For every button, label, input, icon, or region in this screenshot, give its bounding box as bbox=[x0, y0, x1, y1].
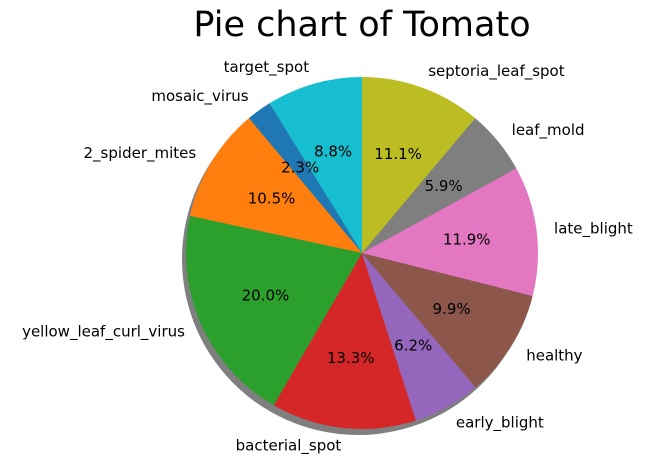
slice-label-mosaic-virus: mosaic_virus bbox=[151, 87, 248, 106]
pie-slices bbox=[186, 77, 538, 429]
pie-slice-healthy bbox=[362, 253, 533, 388]
pie-slice-yellow-leaf-curl-virus bbox=[186, 215, 362, 406]
pie-slice-leaf-mold bbox=[362, 118, 517, 253]
slice-label-yellow-leaf-curl-virus: yellow_leaf_curl_virus bbox=[22, 322, 185, 341]
slice-label-healthy: healthy bbox=[526, 347, 582, 365]
slice-label-leaf-mold: leaf_mold bbox=[512, 121, 585, 140]
slice-label-bacterial-spot: bacterial_spot bbox=[236, 436, 342, 455]
pie-slice-labels: target_spot mosaic_virus 2_spider_mitesyel… bbox=[22, 58, 633, 456]
chart-title: Pie chart of Tomato bbox=[193, 5, 530, 45]
pct-label-target-spot: 8.8% bbox=[314, 142, 352, 160]
pct-label-early-blight: 6.2% bbox=[394, 336, 432, 354]
pie-slice-septoria-leaf-spot bbox=[362, 77, 476, 253]
slice-label-target-spot: target_spot bbox=[224, 58, 310, 77]
pie-slice-2-spider-mites bbox=[189, 118, 362, 253]
pct-label-2-spider-mites: 10.5% bbox=[248, 189, 296, 207]
slice-label-late-blight: late_blight bbox=[554, 219, 633, 238]
pct-label-yellow-leaf-curl-virus: 20.0% bbox=[242, 287, 290, 305]
pct-label-bacterial-spot: 13.3% bbox=[327, 349, 375, 367]
pie-slice-mosaic-virus bbox=[248, 103, 362, 253]
pct-label-late-blight: 11.9% bbox=[443, 231, 491, 249]
pie-slice-late-blight bbox=[362, 168, 538, 297]
slice-label-2-spider-mites: 2_spider_mites bbox=[84, 144, 197, 163]
slice-label-septoria-leaf-spot: septoria_leaf_spot bbox=[428, 62, 565, 81]
pie-slice-early-blight bbox=[362, 253, 476, 421]
pct-label-leaf-mold: 5.9% bbox=[425, 177, 463, 195]
pct-label-septoria-leaf-spot: 11.1% bbox=[374, 145, 422, 163]
pie-slice-bacterial-spot bbox=[273, 253, 416, 429]
pct-label-mosaic-virus: 2.3% bbox=[281, 158, 319, 176]
pct-label-healthy: 9.9% bbox=[433, 300, 471, 318]
slice-label-early-blight: early_blight bbox=[456, 413, 544, 432]
pie-slice-target-spot bbox=[269, 77, 362, 253]
pie-percent-labels: 8.8%2.3% 10.5% 20.0% 13.3% 6.2%9.9% 11.9% 5.9%… bbox=[242, 142, 491, 367]
